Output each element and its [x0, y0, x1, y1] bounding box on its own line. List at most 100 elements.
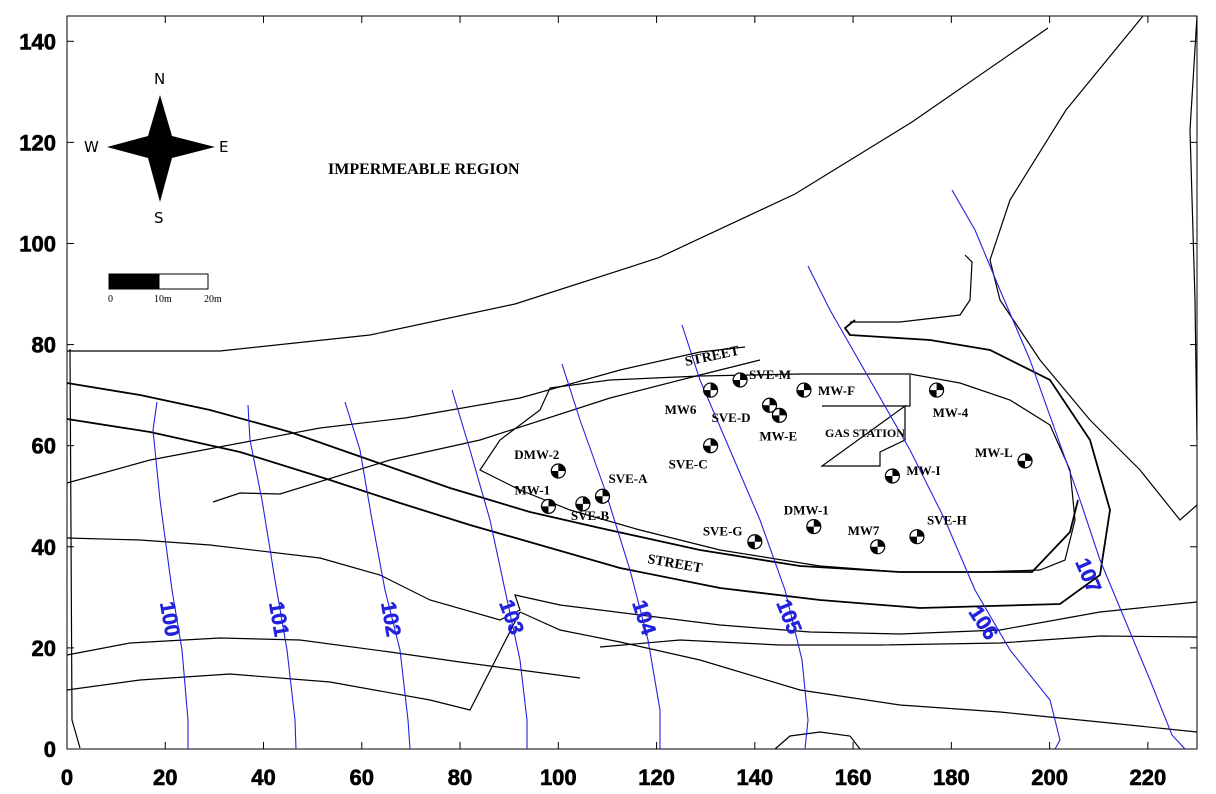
well-quadrant-ne [754, 534, 762, 542]
well-label: SVE-B [571, 508, 610, 523]
well-quadrant-sw [929, 390, 937, 398]
well-quadrant-sw [747, 541, 755, 549]
impermeable-boundary [67, 27, 1049, 352]
well-label: MW-4 [933, 405, 969, 420]
y-tick-label: 80 [32, 333, 56, 358]
y-tick-label: 140 [19, 29, 56, 54]
well-label: MW-F [818, 383, 855, 398]
well-mw-f[interactable]: MW-F [796, 382, 855, 398]
x-tick-label: 220 [1130, 765, 1167, 790]
well-label: SVE-C [669, 457, 708, 472]
well-dmw-2[interactable]: DMW-2 [514, 447, 566, 479]
well-dmw-1[interactable]: DMW-1 [784, 503, 829, 535]
main-road-4 [66, 637, 581, 679]
well-label: SVE-M [749, 367, 791, 382]
well-sve-m[interactable]: SVE-M [732, 367, 791, 388]
x-tick-label: 80 [448, 765, 472, 790]
monitoring-wells: DMW-2 MW-1 SVE-A SVE-B MW6 SVE-M SVE-D MW-E MW-F… [514, 367, 1033, 555]
well-quadrant-ne [558, 463, 566, 471]
contour-line-102 [344, 401, 411, 750]
x-tick-label: 100 [540, 765, 577, 790]
contour-labels: 100 101 102 103 104 105 106 107 [155, 555, 1106, 645]
scale-bar: 0 10m 20m [108, 273, 222, 305]
well-label: MW7 [848, 523, 880, 538]
main-road-5 [66, 611, 521, 711]
x-tick-label: 0 [61, 765, 73, 790]
main-road-2 [66, 319, 1111, 609]
scale-bar-white [158, 273, 209, 290]
well-mw-4[interactable]: MW-4 [929, 382, 969, 420]
left-edge-line [69, 348, 81, 749]
well-quadrant-sw [595, 496, 603, 504]
well-quadrant-sw [703, 390, 711, 398]
well-label: MW-1 [514, 482, 550, 497]
y-tick-label: 120 [19, 130, 56, 155]
x-tick-label: 160 [835, 765, 872, 790]
contour-line-106 [807, 265, 1061, 750]
well-quadrant-sw [762, 405, 770, 413]
scale-label-10m: 10m [154, 294, 172, 305]
y-tick-label: 0 [44, 737, 56, 762]
x-tick-label: 40 [251, 765, 275, 790]
y-tick-label: 40 [32, 535, 56, 560]
well-mw6[interactable]: MW6 [665, 382, 719, 417]
x-tick-label: 140 [736, 765, 773, 790]
south-road [599, 635, 1198, 648]
street-north-edge [66, 346, 746, 484]
x-tick-label: 120 [638, 765, 675, 790]
well-mw7[interactable]: MW7 [848, 523, 886, 555]
well-quadrant-sw [806, 526, 814, 534]
north-arrow: N S E W [84, 70, 228, 227]
road-network [66, 15, 1198, 750]
compass-west: W [84, 138, 99, 156]
x-tick-label: 60 [350, 765, 374, 790]
well-label: MW-I [906, 463, 940, 478]
well-quadrant-sw [796, 390, 804, 398]
inner-loop [850, 254, 973, 323]
well-label: SVE-H [927, 513, 967, 528]
well-quadrant-ne [582, 496, 590, 504]
well-quadrant-ne [936, 383, 944, 391]
contour-line-104 [561, 363, 661, 749]
well-mw-i[interactable]: MW-I [884, 463, 941, 484]
well-quadrant-ne [1025, 453, 1033, 461]
street-wedge [212, 359, 761, 503]
scale-bar-black [108, 273, 160, 290]
well-sve-c[interactable]: SVE-C [669, 438, 719, 472]
well-mw-1[interactable]: MW-1 [514, 482, 557, 514]
well-quadrant-sw [703, 445, 711, 453]
gas-station-label: GAS STATION [825, 426, 905, 440]
x-tick-label: 180 [933, 765, 970, 790]
well-quadrant-sw [1018, 460, 1026, 468]
well-mw-e[interactable]: MW-E [759, 407, 797, 443]
gas-station-block [479, 373, 1076, 573]
well-quadrant-ne [548, 499, 556, 507]
well-quadrant-sw [541, 506, 549, 514]
x-tick-label: 200 [1031, 765, 1068, 790]
main-road-3 [66, 537, 1198, 635]
well-quadrant-ne [710, 438, 718, 446]
well-quadrant-ne [779, 408, 787, 416]
gas-station-outline [820, 375, 911, 467]
well-quadrant-sw [733, 379, 741, 387]
contour-label-101: 101 [264, 600, 293, 639]
contour-line-101 [247, 404, 297, 750]
y-tick-label: 100 [19, 231, 56, 256]
well-label: DMW-2 [514, 447, 559, 462]
well-sve-g[interactable]: SVE-G [703, 524, 763, 550]
well-quadrant-ne [710, 383, 718, 391]
well-sve-h[interactable]: SVE-H [909, 513, 967, 545]
x-tick-label: 20 [153, 765, 177, 790]
contour-line-107 [951, 189, 1186, 750]
well-quadrant-sw [772, 415, 780, 423]
y-tick-label: 20 [32, 636, 56, 661]
impermeable-region-label: IMPERMEABLE REGION [328, 161, 520, 178]
compass-rose-icon [107, 95, 215, 202]
well-quadrant-sw [885, 476, 893, 484]
well-sve-b[interactable]: SVE-B [571, 496, 610, 523]
well-mw-l[interactable]: MW-L [975, 445, 1033, 469]
street-label-south: STREET [646, 552, 704, 576]
well-sve-d[interactable]: SVE-D [712, 397, 778, 425]
well-sve-a[interactable]: SVE-A [594, 471, 649, 504]
main-road-6 [519, 611, 1198, 733]
